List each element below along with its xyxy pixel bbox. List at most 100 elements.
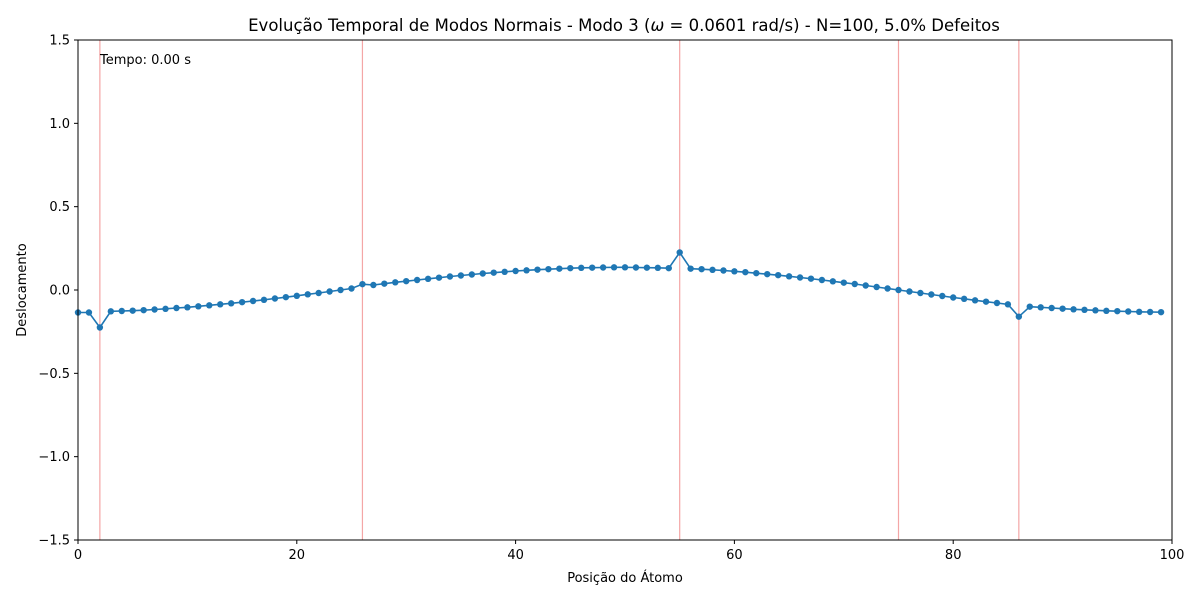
data-point	[1103, 307, 1110, 315]
data-point	[993, 299, 1001, 307]
y-tick-label: −1.0	[38, 450, 70, 465]
data-point	[1070, 306, 1077, 313]
data-point	[785, 273, 793, 280]
data-point	[1026, 303, 1033, 310]
data-point	[381, 280, 388, 287]
data-point	[818, 276, 826, 284]
data-point	[479, 270, 486, 277]
data-point	[1048, 304, 1055, 312]
time-annotation: Tempo: 0.00 s	[99, 53, 191, 68]
data-point	[238, 298, 246, 306]
data-point	[468, 271, 476, 278]
data-point	[906, 288, 913, 295]
data-point	[1081, 306, 1088, 314]
data-point	[249, 297, 257, 305]
data-point	[971, 297, 979, 304]
data-point	[796, 274, 804, 281]
data-point	[534, 266, 541, 273]
y-tick-label: 1.5	[49, 34, 70, 49]
data-point	[709, 266, 716, 274]
data-point	[764, 270, 771, 278]
data-point	[1157, 308, 1165, 316]
data-point	[1015, 313, 1023, 320]
data-point	[862, 282, 869, 289]
data-point	[424, 275, 432, 283]
data-point	[227, 300, 235, 307]
data-point	[895, 286, 902, 294]
data-point	[578, 264, 585, 272]
x-axis-label: Posição do Átomo	[567, 570, 683, 586]
data-point	[632, 264, 640, 271]
data-point	[960, 295, 968, 303]
x-axis-ticks: 0 20 40 60 80 100	[74, 540, 1184, 563]
data-point	[457, 272, 465, 279]
data-point	[884, 285, 891, 292]
y-tick-label: −1.5	[38, 534, 70, 549]
y-axis-label: Deslocamento	[15, 243, 30, 336]
data-point	[665, 264, 672, 272]
y-tick-label: −0.5	[38, 367, 70, 382]
data-point	[315, 289, 322, 297]
data-point	[731, 268, 738, 275]
data-point	[403, 277, 410, 285]
data-point	[195, 303, 202, 310]
y-axis-ticks: −1.5 −1.0 −0.5 0.0 0.5 1.0 1.5	[38, 34, 78, 549]
data-point	[1125, 308, 1132, 315]
x-tick-label: 0	[74, 548, 82, 563]
data-point	[512, 267, 519, 275]
data-point	[1059, 305, 1066, 312]
data-point	[545, 265, 552, 273]
data-point	[96, 324, 104, 331]
data-point	[140, 306, 147, 314]
data-point	[413, 276, 421, 284]
data-point	[271, 295, 279, 302]
data-point	[206, 302, 213, 309]
x-tick-label: 40	[507, 548, 524, 563]
data-point	[501, 268, 508, 276]
data-point	[621, 264, 629, 271]
x-tick-label: 20	[289, 548, 306, 563]
data-point	[359, 280, 366, 288]
data-point	[326, 288, 333, 295]
data-point	[840, 279, 847, 286]
data-point	[370, 281, 377, 289]
data-point	[720, 267, 727, 274]
data-point	[260, 296, 268, 304]
data-point	[982, 298, 990, 305]
x-tick-label: 80	[945, 548, 962, 563]
data-point	[556, 265, 563, 272]
data-point	[917, 289, 924, 297]
data-point	[392, 279, 399, 286]
data-point	[753, 269, 760, 277]
data-point	[446, 273, 454, 280]
data-point	[118, 307, 125, 315]
data-point	[151, 306, 158, 313]
data-point	[807, 275, 815, 282]
data-point	[643, 264, 651, 271]
data-point	[490, 269, 497, 276]
y-tick-label: 1.0	[49, 117, 70, 132]
data-point	[742, 268, 749, 276]
data-point	[217, 301, 224, 308]
data-point	[774, 271, 782, 279]
data-point	[950, 294, 957, 301]
data-point	[676, 249, 683, 256]
y-tick-label: 0.0	[49, 284, 70, 299]
data-point	[129, 307, 136, 314]
data-point	[873, 283, 880, 291]
y-tick-label: 0.5	[49, 200, 70, 215]
data-point	[1135, 308, 1143, 316]
data-point	[304, 291, 311, 298]
data-point	[610, 264, 618, 271]
data-point	[939, 292, 946, 300]
data-point	[523, 267, 530, 274]
data-point	[184, 304, 191, 311]
data-point	[173, 304, 180, 312]
data-point	[928, 291, 935, 298]
data-point	[107, 308, 115, 315]
data-point	[1004, 301, 1012, 308]
data-point	[293, 292, 300, 300]
data-point	[698, 265, 705, 273]
